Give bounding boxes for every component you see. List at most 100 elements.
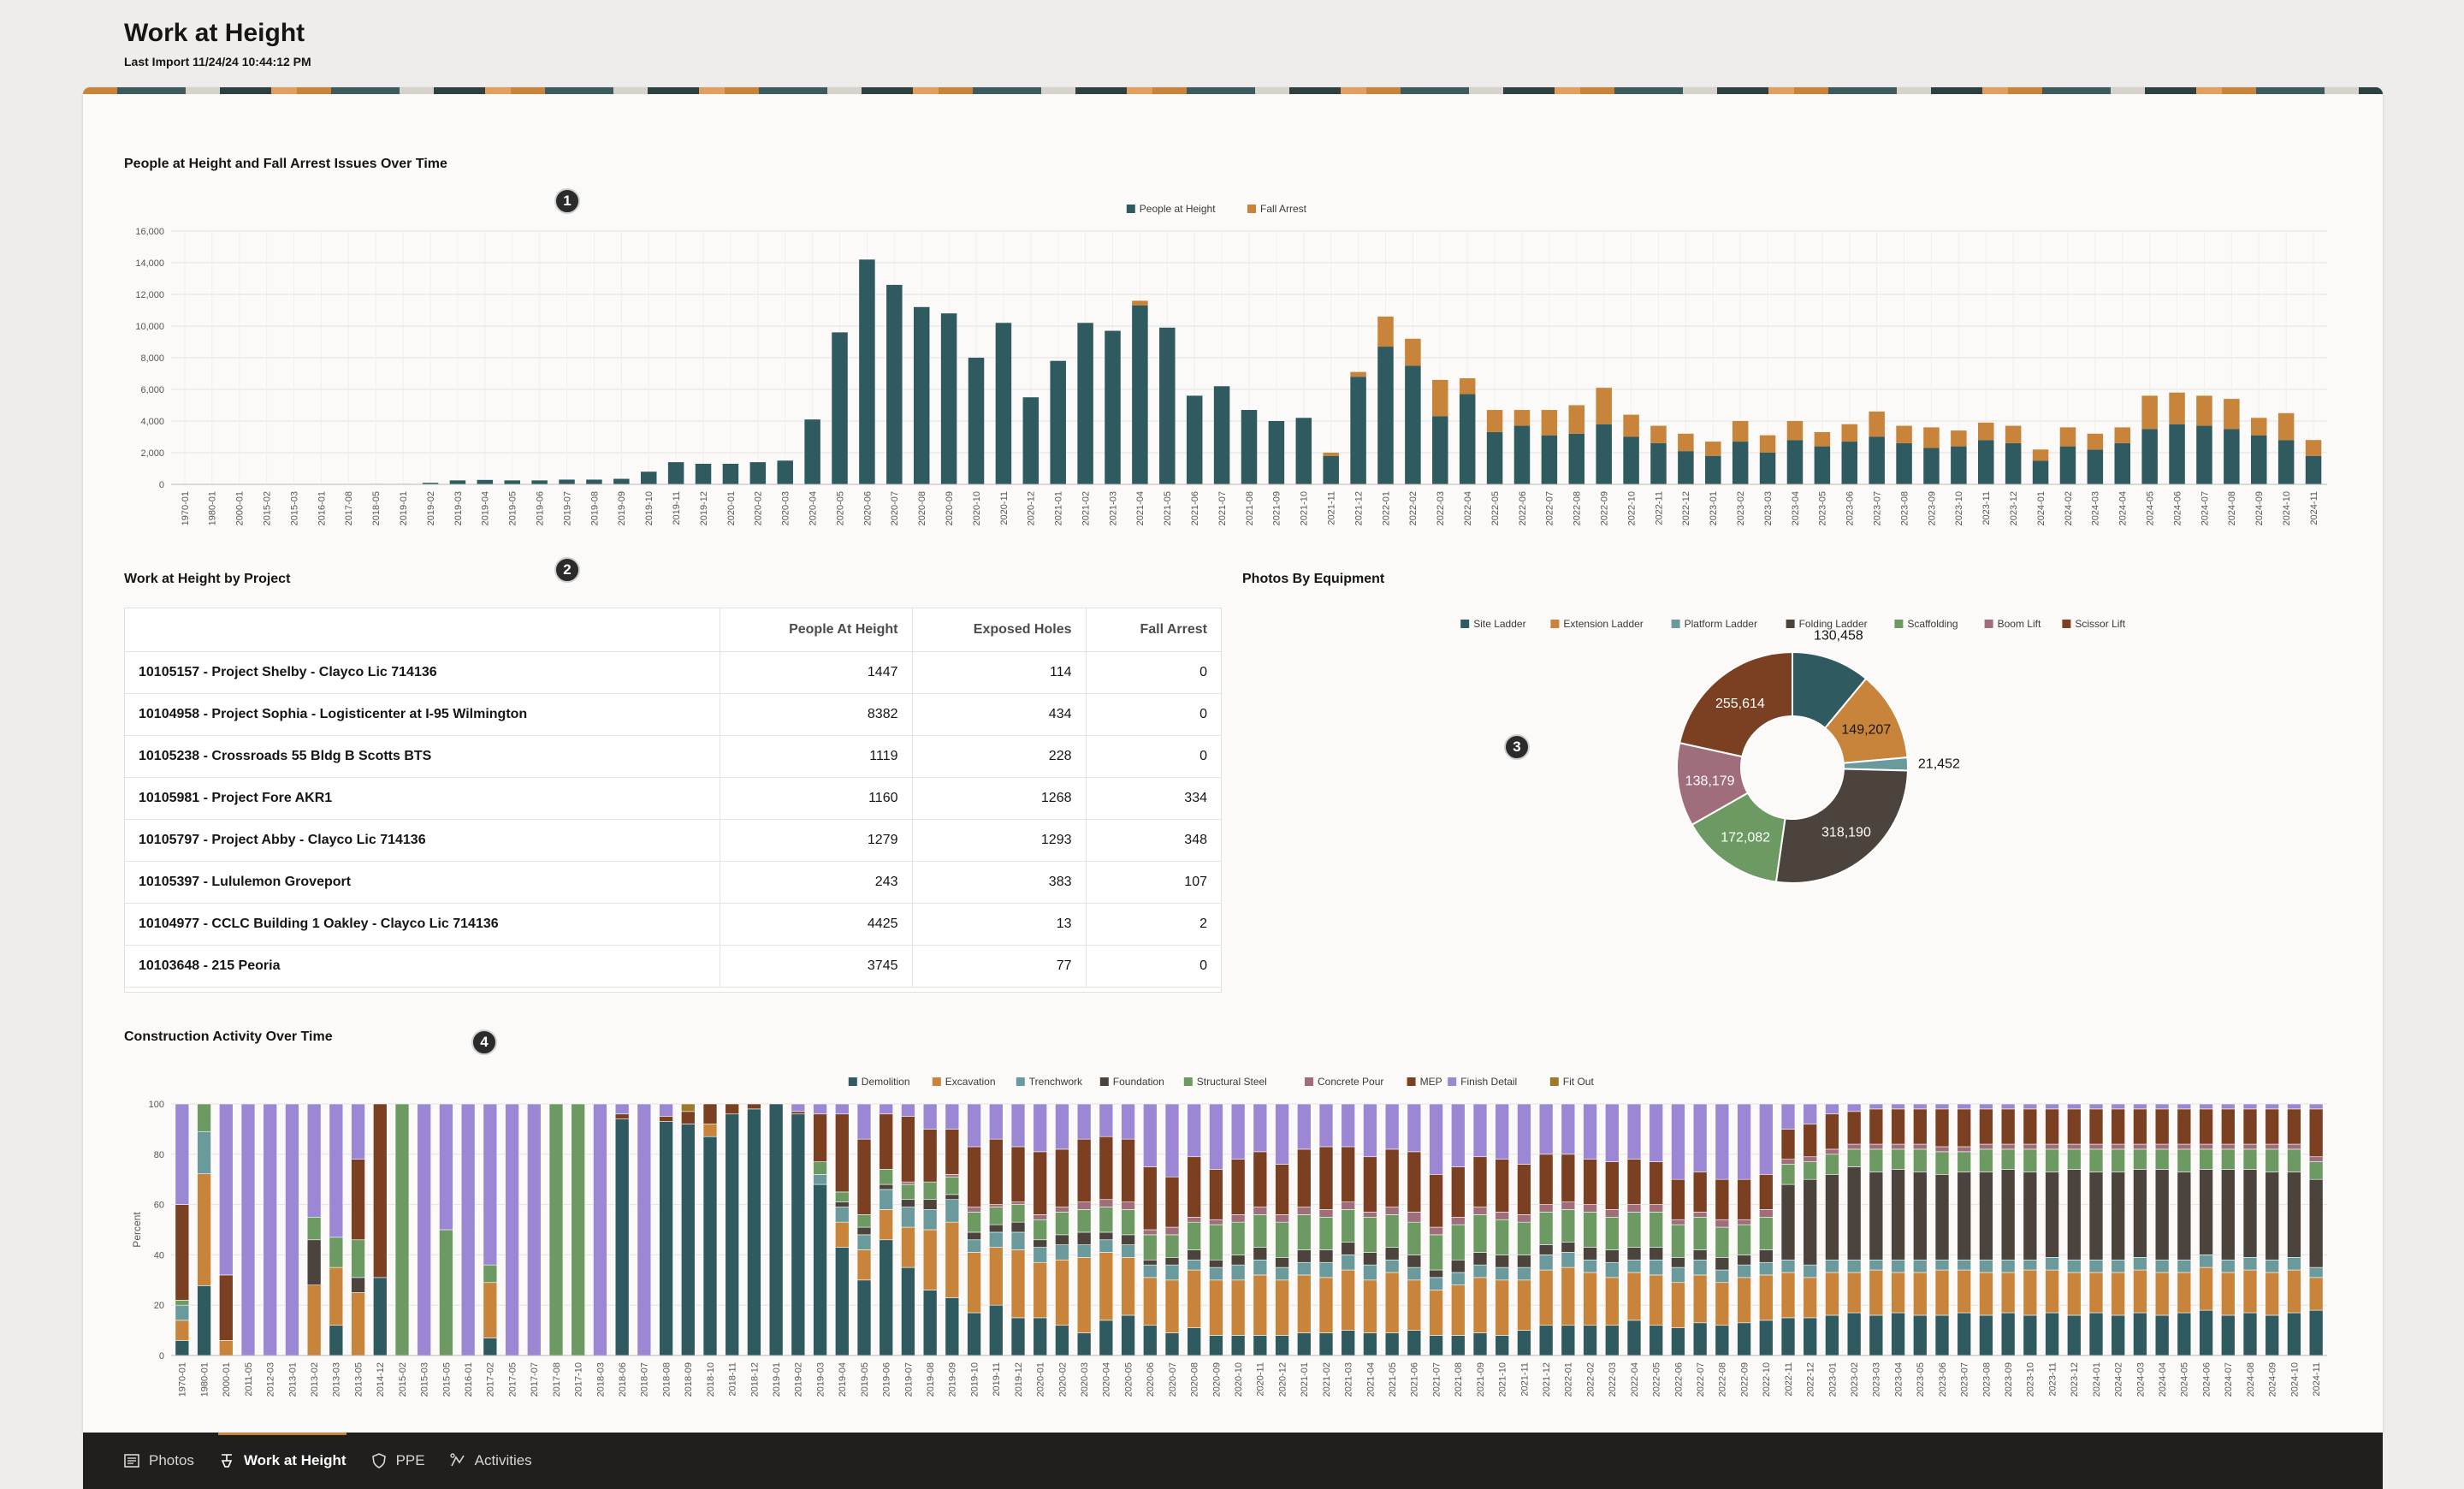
table-row[interactable]: 10105157 - Project Shelby - Clayco Lic 7…	[125, 651, 1221, 694]
chart3-bar-segment	[2111, 1314, 2125, 1356]
chart3-bar-segment	[1979, 1103, 1993, 1110]
chart2-value-label: 138,179	[1685, 774, 1735, 789]
tab-ppe[interactable]: PPE	[370, 1433, 425, 1489]
chart3-bar-segment	[1605, 1261, 1620, 1278]
chart3-bar-segment	[2265, 1314, 2279, 1356]
chart1-bar	[1978, 422, 1994, 441]
column-header-project[interactable]	[125, 608, 720, 652]
exposed-holes-cell: 114	[911, 651, 1086, 694]
chart3-bar-segment	[2154, 1108, 2170, 1145]
chart3-bar-segment	[1517, 1279, 1531, 1331]
tab-activities[interactable]: Activities	[449, 1433, 532, 1489]
chart3-legend-swatch	[1448, 1077, 1457, 1086]
chart1-x-tick-label: 2021-10	[1300, 491, 1310, 525]
chart3-legend-swatch	[1407, 1077, 1416, 1086]
chart3-x-tick-label: 2019-06	[882, 1362, 892, 1397]
chart3-x-tick-label: 2018-08	[661, 1362, 672, 1397]
chart3-bar-segment	[197, 1103, 211, 1132]
section-title-construction-activity: Construction Activity Over Time	[124, 1029, 333, 1044]
chart3-legend-swatch	[932, 1077, 941, 1086]
chart3-bar-segment	[2308, 1156, 2324, 1162]
chart3-bar-segment	[1033, 1317, 1047, 1356]
column-header-fall-arrest[interactable]: Fall Arrest	[1085, 608, 1221, 652]
chart3-bar-segment	[1076, 1209, 1092, 1233]
chart3-bar-segment	[1605, 1161, 1620, 1210]
chart3-y-tick-label: 20	[154, 1301, 164, 1311]
chart2-legend-label: Scissor Lift	[2075, 618, 2125, 630]
table-row[interactable]: 10104958 - Project Sophia - Logisticente…	[125, 693, 1221, 736]
chart3-bar-segment	[1759, 1249, 1774, 1263]
chart3-bar-segment	[1384, 1332, 1400, 1356]
chart3-bar-segment	[1891, 1272, 1905, 1314]
table-row[interactable]: 10104977 - CCLC Building 1 Oakley - Clay…	[125, 903, 1221, 946]
chart3-bar-segment	[2199, 1169, 2213, 1255]
chart3-x-tick-label: 2024-04	[2158, 1362, 2168, 1397]
chart1-bar	[1377, 316, 1394, 347]
chart3-bar-segment	[527, 1103, 542, 1356]
chart3-x-tick-label: 2023-06	[1938, 1362, 1948, 1397]
exposed-holes-cell: 77	[911, 945, 1086, 988]
chart1-x-tick-label: 2024-08	[2227, 491, 2237, 525]
tab-work-at-height[interactable]: Work at Height	[217, 1433, 346, 1489]
chart1-bar	[1978, 440, 1994, 484]
chart3-bar-segment	[1230, 1335, 1246, 1356]
chart3-bar-segment	[1253, 1259, 1268, 1276]
chart1-bar	[2305, 455, 2322, 484]
chart1-bar	[1459, 378, 1476, 394]
chart3-bar-segment	[1164, 1264, 1180, 1281]
chart3-bar-segment	[1538, 1244, 1554, 1255]
chart3-bar-segment	[2000, 1169, 2016, 1261]
chart1-bar	[859, 259, 875, 484]
chart3-bar-segment	[2177, 1103, 2192, 1110]
chart3-bar-segment	[2088, 1172, 2104, 1261]
chart1-bar	[2305, 440, 2322, 456]
chart1-x-tick-label: 2021-07	[1217, 491, 1228, 525]
project-table-container[interactable]: People At Height Exposed Holes Fall Arre…	[124, 608, 1222, 993]
chart3-bar-segment	[1891, 1108, 1905, 1145]
chart3-bar-segment	[945, 1174, 960, 1178]
chart3-bar-segment	[1495, 1219, 1509, 1255]
table-row[interactable]: 10105981 - Project Fore AKR1 1160 1268 334	[125, 777, 1221, 820]
chart1-bar	[968, 358, 985, 484]
project-name-cell: 10105157 - Project Shelby - Clayco Lic 7…	[125, 651, 720, 694]
chart3-bar-segment	[1076, 1244, 1092, 1258]
column-header-exposed-holes[interactable]: Exposed Holes	[911, 608, 1086, 652]
column-header-people-at-height[interactable]: People At Height	[719, 608, 912, 652]
chart3-bar-segment	[2045, 1148, 2059, 1172]
chart1-bar	[2141, 395, 2158, 430]
people-at-height-cell: 1279	[719, 819, 912, 862]
chart2-legend-label: Boom Lift	[1998, 618, 2041, 630]
chart3-bar-segment	[1099, 1199, 1114, 1207]
chart3-bar-segment	[967, 1239, 981, 1253]
chart3-bar-segment	[2154, 1259, 2170, 1273]
chart3-x-tick-label: 2024-07	[2224, 1362, 2234, 1397]
chart1-x-tick-label: 2020-07	[890, 491, 900, 525]
chart3-bar-segment	[1297, 1214, 1312, 1250]
table-row[interactable]: 10105797 - Project Abby - Clayco Lic 714…	[125, 819, 1221, 862]
chart3-bar-segment	[659, 1116, 673, 1122]
table-row[interactable]: 10105397 - Lululemon Groveport 243 383 107	[125, 861, 1221, 904]
chart3-bar-segment	[1363, 1279, 1377, 1333]
chart1-x-tick-label: 2024-10	[2282, 491, 2292, 525]
chart3-bar-segment	[1913, 1172, 1928, 1261]
chart1-bar	[777, 460, 793, 484]
chart3-x-tick-label: 2019-05	[860, 1362, 870, 1397]
chart3-bar-segment	[1913, 1143, 1928, 1150]
chart1-x-tick-label: 2022-12	[1681, 491, 1691, 525]
chart3-bar-segment	[1099, 1136, 1114, 1201]
chart3-bar-segment	[1846, 1143, 1862, 1150]
chart3-bar-segment	[1143, 1234, 1158, 1261]
tab-photos[interactable]: Photos	[123, 1433, 194, 1489]
table-row[interactable]: 10105238 - Crossroads 55 Bldg B Scotts B…	[125, 735, 1221, 778]
chart3-bar-segment	[922, 1199, 938, 1210]
table-row[interactable]: 10103648 - 215 Peoria 3745 77 0	[125, 945, 1221, 988]
chart3-bar-segment	[901, 1267, 915, 1356]
chart3-bar-segment	[1451, 1103, 1466, 1167]
chart1-bar	[1432, 416, 1448, 484]
chart3-bar-segment	[2221, 1148, 2236, 1170]
project-name-cell: 10104977 - CCLC Building 1 Oakley - Clay…	[125, 903, 720, 946]
chart3-bar-segment	[1143, 1259, 1158, 1266]
chart3-x-tick-label: 2021-02	[1322, 1362, 1332, 1397]
chart1-bar	[1350, 377, 1366, 484]
chart3-bar-segment	[1010, 1221, 1026, 1233]
